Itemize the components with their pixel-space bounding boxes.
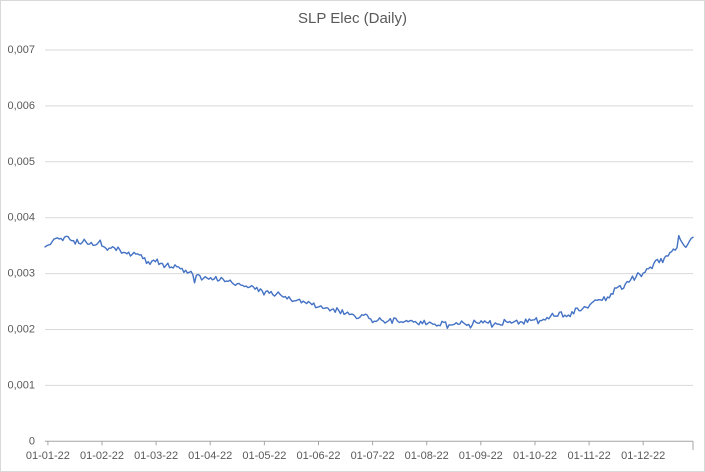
svg-text:01-02-22: 01-02-22 (80, 450, 124, 462)
svg-text:0,003: 0,003 (7, 268, 35, 280)
svg-text:0: 0 (29, 435, 35, 447)
svg-text:01-11-22: 01-11-22 (567, 450, 610, 462)
svg-text:01-08-22: 01-08-22 (405, 450, 449, 462)
svg-text:0,005: 0,005 (7, 156, 35, 168)
svg-text:01-04-22: 01-04-22 (188, 450, 232, 462)
svg-text:01-05-22: 01-05-22 (242, 450, 286, 462)
svg-text:01-06-22: 01-06-22 (296, 450, 340, 462)
svg-text:0,004: 0,004 (7, 212, 35, 224)
svg-text:0,006: 0,006 (7, 100, 35, 112)
svg-text:0,001: 0,001 (7, 379, 35, 391)
svg-text:01-09-22: 01-09-22 (459, 450, 503, 462)
svg-text:01-12-22: 01-12-22 (621, 450, 665, 462)
svg-text:01-10-22: 01-10-22 (513, 450, 557, 462)
svg-text:0,007: 0,007 (7, 44, 35, 56)
svg-text:0,002: 0,002 (7, 324, 35, 336)
svg-text:01-07-22: 01-07-22 (351, 450, 395, 462)
svg-text:01-01-22: 01-01-22 (26, 450, 70, 462)
svg-text:01-03-22: 01-03-22 (134, 450, 178, 462)
